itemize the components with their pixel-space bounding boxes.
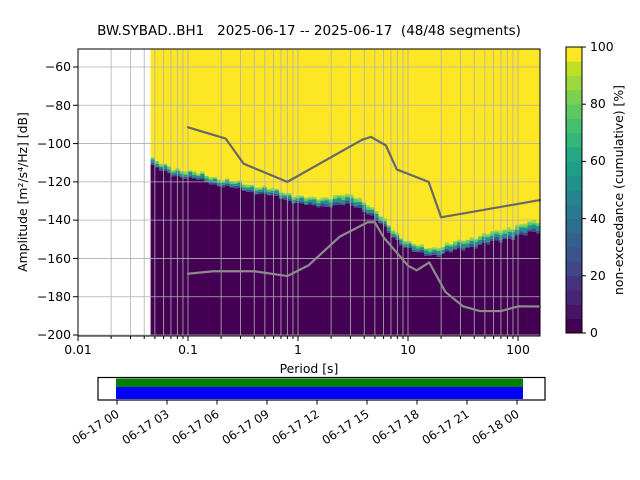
timeline-coverage-top bbox=[116, 378, 523, 387]
y-tick-label: −80 bbox=[45, 98, 71, 113]
colorbar-tick-label: 40 bbox=[590, 211, 606, 226]
x-tick-label: 0.1 bbox=[178, 342, 198, 357]
timeline-tick-label: 06-17 00 bbox=[70, 407, 122, 448]
timeline-tick-label: 06-17 09 bbox=[220, 407, 272, 448]
x-axis-label: Period [s] bbox=[280, 361, 339, 376]
timeline-tick-label: 06-17 21 bbox=[420, 407, 472, 448]
y-tick-label: −180 bbox=[37, 289, 71, 304]
timeline-tick-label: 06-17 12 bbox=[270, 407, 322, 448]
colorbar-label: non-exceedance (cumulative) [%] bbox=[611, 85, 626, 295]
colorbar-tick-label: 80 bbox=[590, 96, 606, 111]
colorbar-gradient bbox=[566, 46, 586, 334]
noise-model-lines bbox=[186, 126, 542, 313]
x-tick-label: 10 bbox=[400, 342, 416, 357]
colorbar-border bbox=[565, 46, 583, 334]
y-tick-label: −60 bbox=[45, 59, 71, 74]
x-tick-label: 0.01 bbox=[64, 342, 92, 357]
colorbar-tick-label: 20 bbox=[590, 268, 606, 283]
ppsd-heatmap bbox=[150, 49, 541, 336]
timeline-coverage-bottom bbox=[116, 387, 523, 399]
colorbar-tick-label: 100 bbox=[590, 39, 614, 54]
timeline-ticks bbox=[116, 400, 518, 405]
colorbar-tick-label: 0 bbox=[590, 325, 598, 340]
y-tick-label: −100 bbox=[37, 136, 71, 151]
x-tick-label: 1 bbox=[294, 342, 302, 357]
colorbar-tick-label: 60 bbox=[590, 153, 606, 168]
y-tick-label: −200 bbox=[37, 327, 71, 342]
timeline-tick-label: 06-17 18 bbox=[370, 407, 422, 448]
nhnm-line bbox=[186, 126, 542, 219]
y-tick-label: −120 bbox=[37, 174, 71, 189]
timeline-tick-label: 06-17 03 bbox=[120, 407, 172, 448]
axis-ticks bbox=[73, 66, 519, 341]
timeline-tick-label: 06-17 06 bbox=[170, 407, 222, 448]
timeline-border bbox=[97, 376, 546, 401]
plot-title: BW.SYBAD..BH1 2025-06-17 -- 2025-06-17 (… bbox=[97, 23, 521, 39]
nlnm-line bbox=[186, 221, 542, 313]
timeline-tick-label: 06-17 15 bbox=[320, 407, 372, 448]
y-axis-label: Amplitude [m²/s⁴/Hz] [dB] bbox=[15, 112, 30, 272]
timeline-tick-label: 06-18 00 bbox=[470, 407, 522, 448]
x-tick-label: 100 bbox=[506, 342, 530, 357]
y-tick-label: −160 bbox=[37, 251, 71, 266]
y-tick-label: −140 bbox=[37, 212, 71, 227]
plot-border bbox=[77, 48, 541, 337]
